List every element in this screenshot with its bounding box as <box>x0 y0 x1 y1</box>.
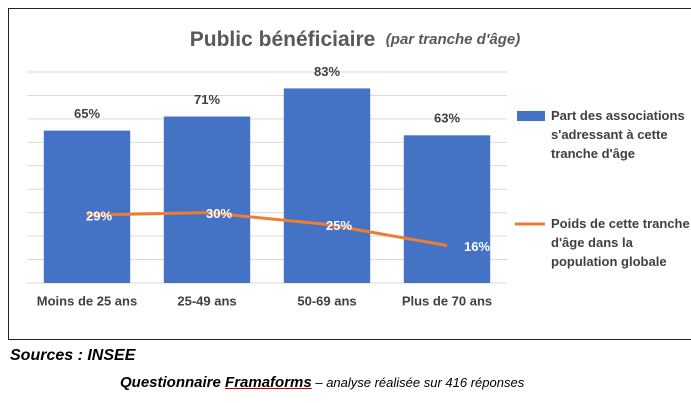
source-line: Sources : INSEE <box>10 347 136 364</box>
bar <box>163 116 251 284</box>
data-label: 30% <box>206 206 232 221</box>
legend-label: Part des associations s'adressant à cett… <box>551 108 685 161</box>
source-link: Framaforms <box>225 374 312 391</box>
x-tick-label: 50-69 ans <box>297 293 356 308</box>
source-text: – analyse réalisée sur 416 réponses <box>311 375 525 390</box>
legend-key <box>515 222 545 226</box>
source-text: Questionnaire <box>120 374 226 391</box>
x-tick-label: Moins de 25 ans <box>37 293 137 308</box>
chart: Public bénéficiaire (par tranche d'âge) … <box>27 28 520 308</box>
data-label: 25% <box>326 218 352 233</box>
legend-item: Part des associations s'adressant à cett… <box>515 106 691 163</box>
line <box>86 211 448 247</box>
source-line: Questionnaire Framaforms – analyse réali… <box>120 374 524 391</box>
data-label: 65% <box>74 106 100 121</box>
data-label: 71% <box>194 92 220 107</box>
x-tick-label: Plus de 70 ans <box>402 293 492 308</box>
data-label: 29% <box>86 208 112 223</box>
bar <box>403 135 491 283</box>
legend-swatch <box>517 111 545 121</box>
data-label: 83% <box>314 64 340 79</box>
legend-key <box>517 111 545 121</box>
chart-frame <box>8 8 691 340</box>
chart-subtitle: (par tranche d'âge) <box>386 31 520 48</box>
chart-title-group: Public bénéficiaire (par tranche d'âge) <box>190 28 520 51</box>
bar <box>283 88 371 284</box>
data-label: 63% <box>434 111 460 126</box>
data-label: 16% <box>464 239 490 254</box>
legend-item: Poids de cette tranche d'âge dans la pop… <box>515 214 691 271</box>
chart-title: Public bénéficiaire <box>190 28 376 51</box>
bar <box>43 130 131 283</box>
x-tick-label: 25-49 ans <box>177 293 236 308</box>
legend-label: Poids de cette tranche d'âge dans la pop… <box>551 216 690 269</box>
